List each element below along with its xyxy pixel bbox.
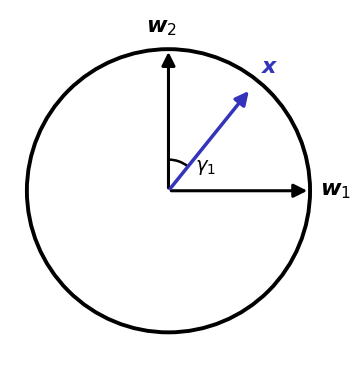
Text: $\gamma_1$: $\gamma_1$: [195, 158, 216, 177]
Text: $\boldsymbol{w}_1$: $\boldsymbol{w}_1$: [320, 181, 351, 201]
Text: $\boldsymbol{w}_2$: $\boldsymbol{w}_2$: [146, 18, 177, 38]
Text: $\boldsymbol{x}$: $\boldsymbol{x}$: [261, 57, 278, 78]
